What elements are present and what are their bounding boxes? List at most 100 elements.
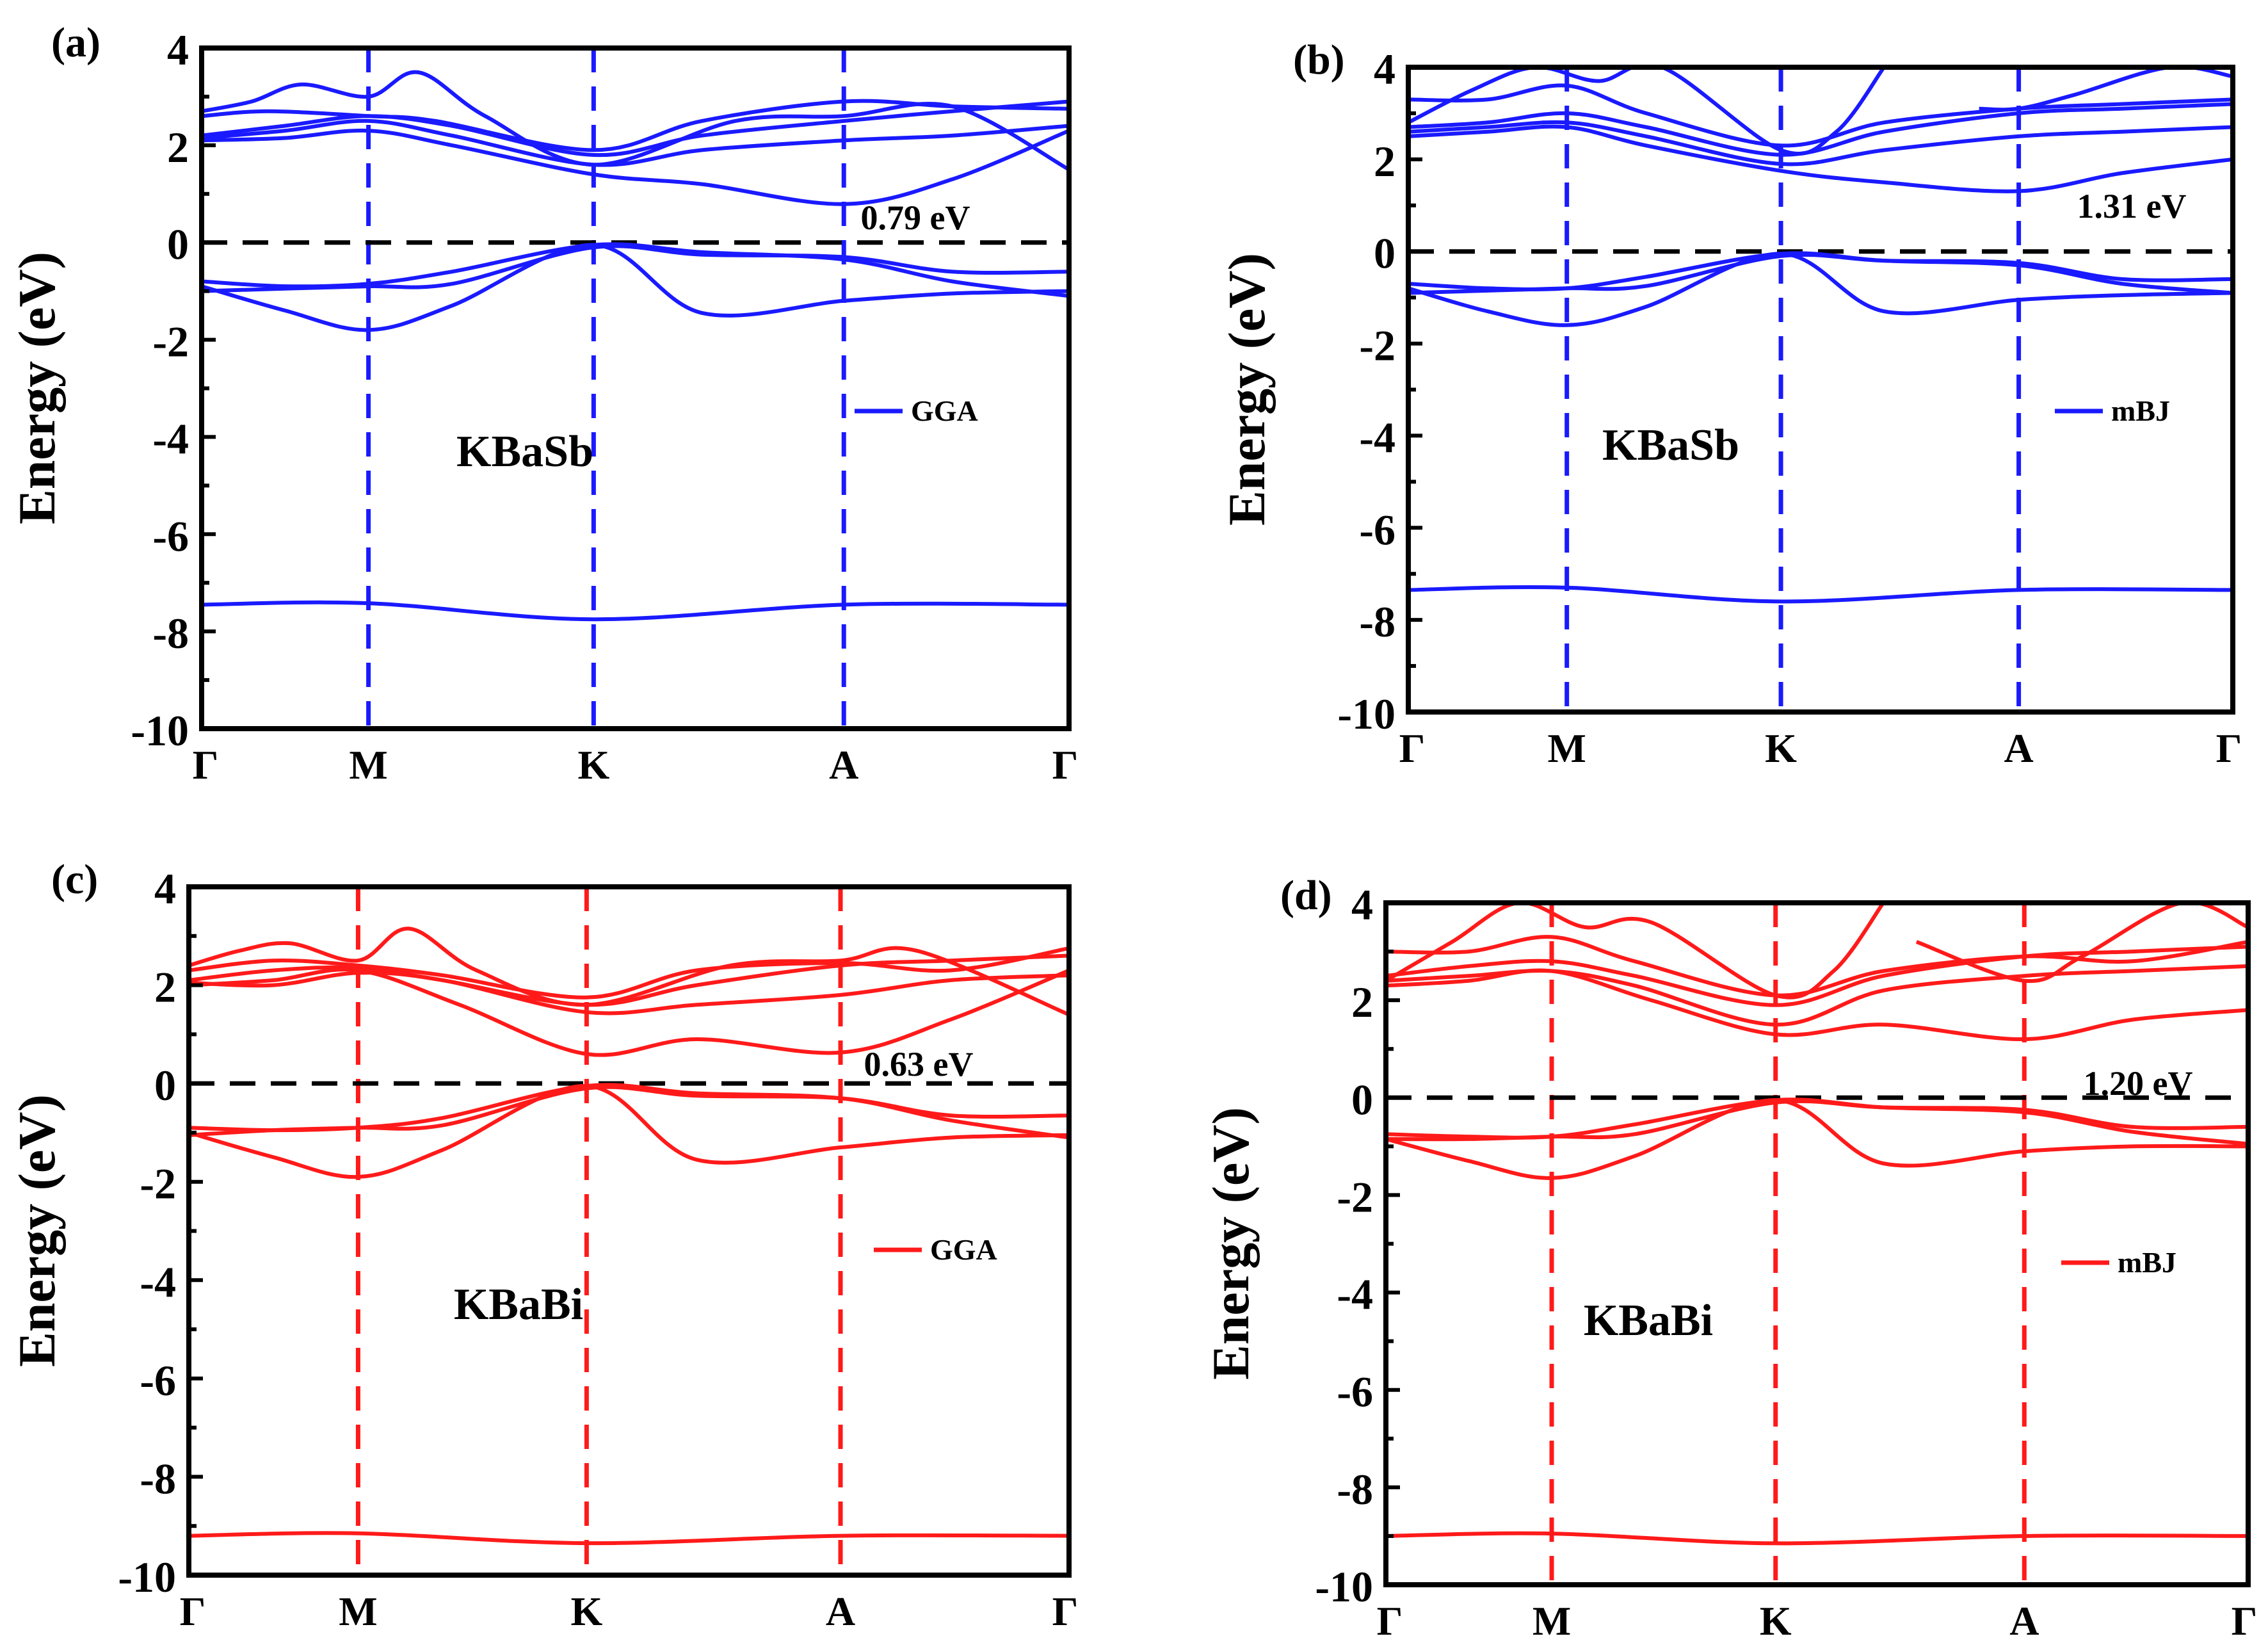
band-c2 xyxy=(1408,120,2233,166)
x-tick-label-gamma: Γ xyxy=(1052,742,1079,788)
legend: GGA xyxy=(874,1233,997,1266)
band-c5 xyxy=(1386,903,1885,1000)
band-v1 xyxy=(1408,251,2233,295)
band-s1 xyxy=(189,1531,1069,1546)
panel-c: 420-2-4-6-8-10Γ M K A Γ(c)Energy (eV) KBaBi0.… xyxy=(8,856,1078,1634)
band-c4 xyxy=(1386,935,2248,998)
x-tick-label-gamma: Γ xyxy=(1052,1589,1079,1634)
band-s1 xyxy=(1386,1531,2248,1546)
legend-label: mBJ xyxy=(2118,1246,2176,1279)
y-tick-label: 2 xyxy=(154,963,176,1012)
panel-label: (d) xyxy=(1280,872,1332,919)
y-axis-label: Energy (eV) xyxy=(8,1094,66,1367)
y-tick-label: -2 xyxy=(140,1160,176,1208)
y-tick-label: -10 xyxy=(1337,690,1395,738)
y-tick-label: 4 xyxy=(167,26,189,74)
y-tick-label: 2 xyxy=(1374,137,1395,186)
band-v3 xyxy=(202,244,1069,293)
x-tick-label-k: K xyxy=(1765,725,1797,771)
band-curves xyxy=(1408,67,2233,604)
y-tick-label: 4 xyxy=(1351,880,1373,929)
x-tick-label-gamma: Γ xyxy=(193,742,219,788)
panel-a: 420-2-4-6-8-10Γ M K A Γ(a)Energy (eV) KBaSb0.… xyxy=(8,19,1078,788)
y-tick-label: -4 xyxy=(140,1258,176,1306)
y-tick-label: -10 xyxy=(1315,1562,1373,1611)
x-tick-label-a: A xyxy=(2009,1598,2039,1643)
band-c5 xyxy=(202,70,1069,172)
y-tick-label: -8 xyxy=(140,1454,176,1503)
y-axis-label: Energy (eV) xyxy=(8,252,66,524)
band-s1 xyxy=(202,600,1069,622)
x-tick-label-m: M xyxy=(339,1589,377,1634)
y-tick-label: -4 xyxy=(1359,413,1395,462)
y-tick-label: -8 xyxy=(1359,597,1395,646)
y-tick-label: -8 xyxy=(1337,1465,1373,1514)
band-c4 xyxy=(1408,83,2233,148)
material-label: KBaSb xyxy=(456,427,593,476)
panel-label: (b) xyxy=(1293,36,1345,83)
band-v3 xyxy=(1408,252,2233,295)
band-c3 xyxy=(202,99,1069,158)
x-tick-label-k: K xyxy=(1760,1598,1792,1643)
y-tick-label: 0 xyxy=(1374,229,1395,278)
band-gap-label: 0.79 eV xyxy=(861,198,970,237)
band-c1 xyxy=(202,128,1069,206)
panel-label: (a) xyxy=(51,19,101,66)
legend-label: GGA xyxy=(930,1233,997,1266)
band-c1 xyxy=(1386,968,2248,1042)
material-label: KBaBi xyxy=(1584,1296,1713,1345)
y-tick-label: 0 xyxy=(154,1061,176,1110)
x-tick-label-a: A xyxy=(826,1589,855,1634)
legend: mBJ xyxy=(2055,394,2170,427)
x-tick-label-gamma: Γ xyxy=(1377,1598,1403,1643)
y-tick-label: -2 xyxy=(152,318,189,366)
x-tick-label-gamma: Γ xyxy=(2216,725,2242,771)
x-tick-label-m: M xyxy=(1547,725,1586,771)
x-tick-label-k: K xyxy=(571,1589,603,1634)
y-tick-label: -8 xyxy=(152,609,189,658)
x-tick-label-a: A xyxy=(829,742,858,788)
band-c5 xyxy=(189,927,1069,1017)
y-tick-label: 2 xyxy=(167,123,189,172)
y-axis-label: Energy (eV) xyxy=(1218,253,1276,526)
x-tick-label-a: A xyxy=(2004,725,2034,771)
x-tick-label-k: K xyxy=(577,742,609,788)
band-v2 xyxy=(202,243,1069,332)
band-curves xyxy=(1386,903,2248,1546)
x-tick-label-gamma: Γ xyxy=(180,1589,206,1634)
y-tick-label: -2 xyxy=(1359,321,1395,370)
legend-label: mBJ xyxy=(2111,394,2170,427)
y-tick-label: 2 xyxy=(1351,978,1373,1026)
band-c5 xyxy=(1408,67,1886,156)
band-c3 xyxy=(1386,944,2248,1007)
band-v2 xyxy=(189,1083,1069,1179)
plot-frame xyxy=(1406,65,2235,715)
y-axis-label: Energy (eV) xyxy=(1202,1107,1260,1380)
band-curves xyxy=(189,927,1069,1546)
legend: GGA xyxy=(855,394,978,427)
x-tick-label-m: M xyxy=(1532,1598,1571,1643)
panel-label: (c) xyxy=(51,856,98,903)
y-tick-label: -2 xyxy=(1337,1172,1373,1221)
y-tick-label: -4 xyxy=(152,414,189,463)
y-tick-label: 0 xyxy=(167,220,189,269)
y-tick-label: -6 xyxy=(1337,1368,1373,1416)
legend-label: GGA xyxy=(911,394,978,427)
band-gap-label: 1.20 eV xyxy=(2084,1064,2193,1103)
y-tick-label: -10 xyxy=(118,1553,176,1601)
band-c1 xyxy=(1408,124,2233,193)
y-tick-label: -10 xyxy=(131,706,189,755)
x-tick-label-gamma: Γ xyxy=(2232,1598,2258,1643)
y-tick-label: 0 xyxy=(1351,1075,1373,1124)
band-c2 xyxy=(189,971,1069,1016)
y-tick-label: -6 xyxy=(140,1356,176,1405)
band-v3 xyxy=(1386,1099,2248,1142)
band-c4 xyxy=(189,946,1069,1000)
panel-b: 420-2-4-6-8-10Γ M K A Γ(b)Energy (eV) KBaSb1.… xyxy=(1218,36,2242,771)
y-tick-label: 4 xyxy=(154,864,176,913)
legend: mBJ xyxy=(2061,1246,2176,1279)
y-tick-label: -4 xyxy=(1337,1270,1373,1319)
x-tick-label-gamma: Γ xyxy=(1399,725,1426,771)
band-gap-label: 0.63 eV xyxy=(864,1045,974,1083)
